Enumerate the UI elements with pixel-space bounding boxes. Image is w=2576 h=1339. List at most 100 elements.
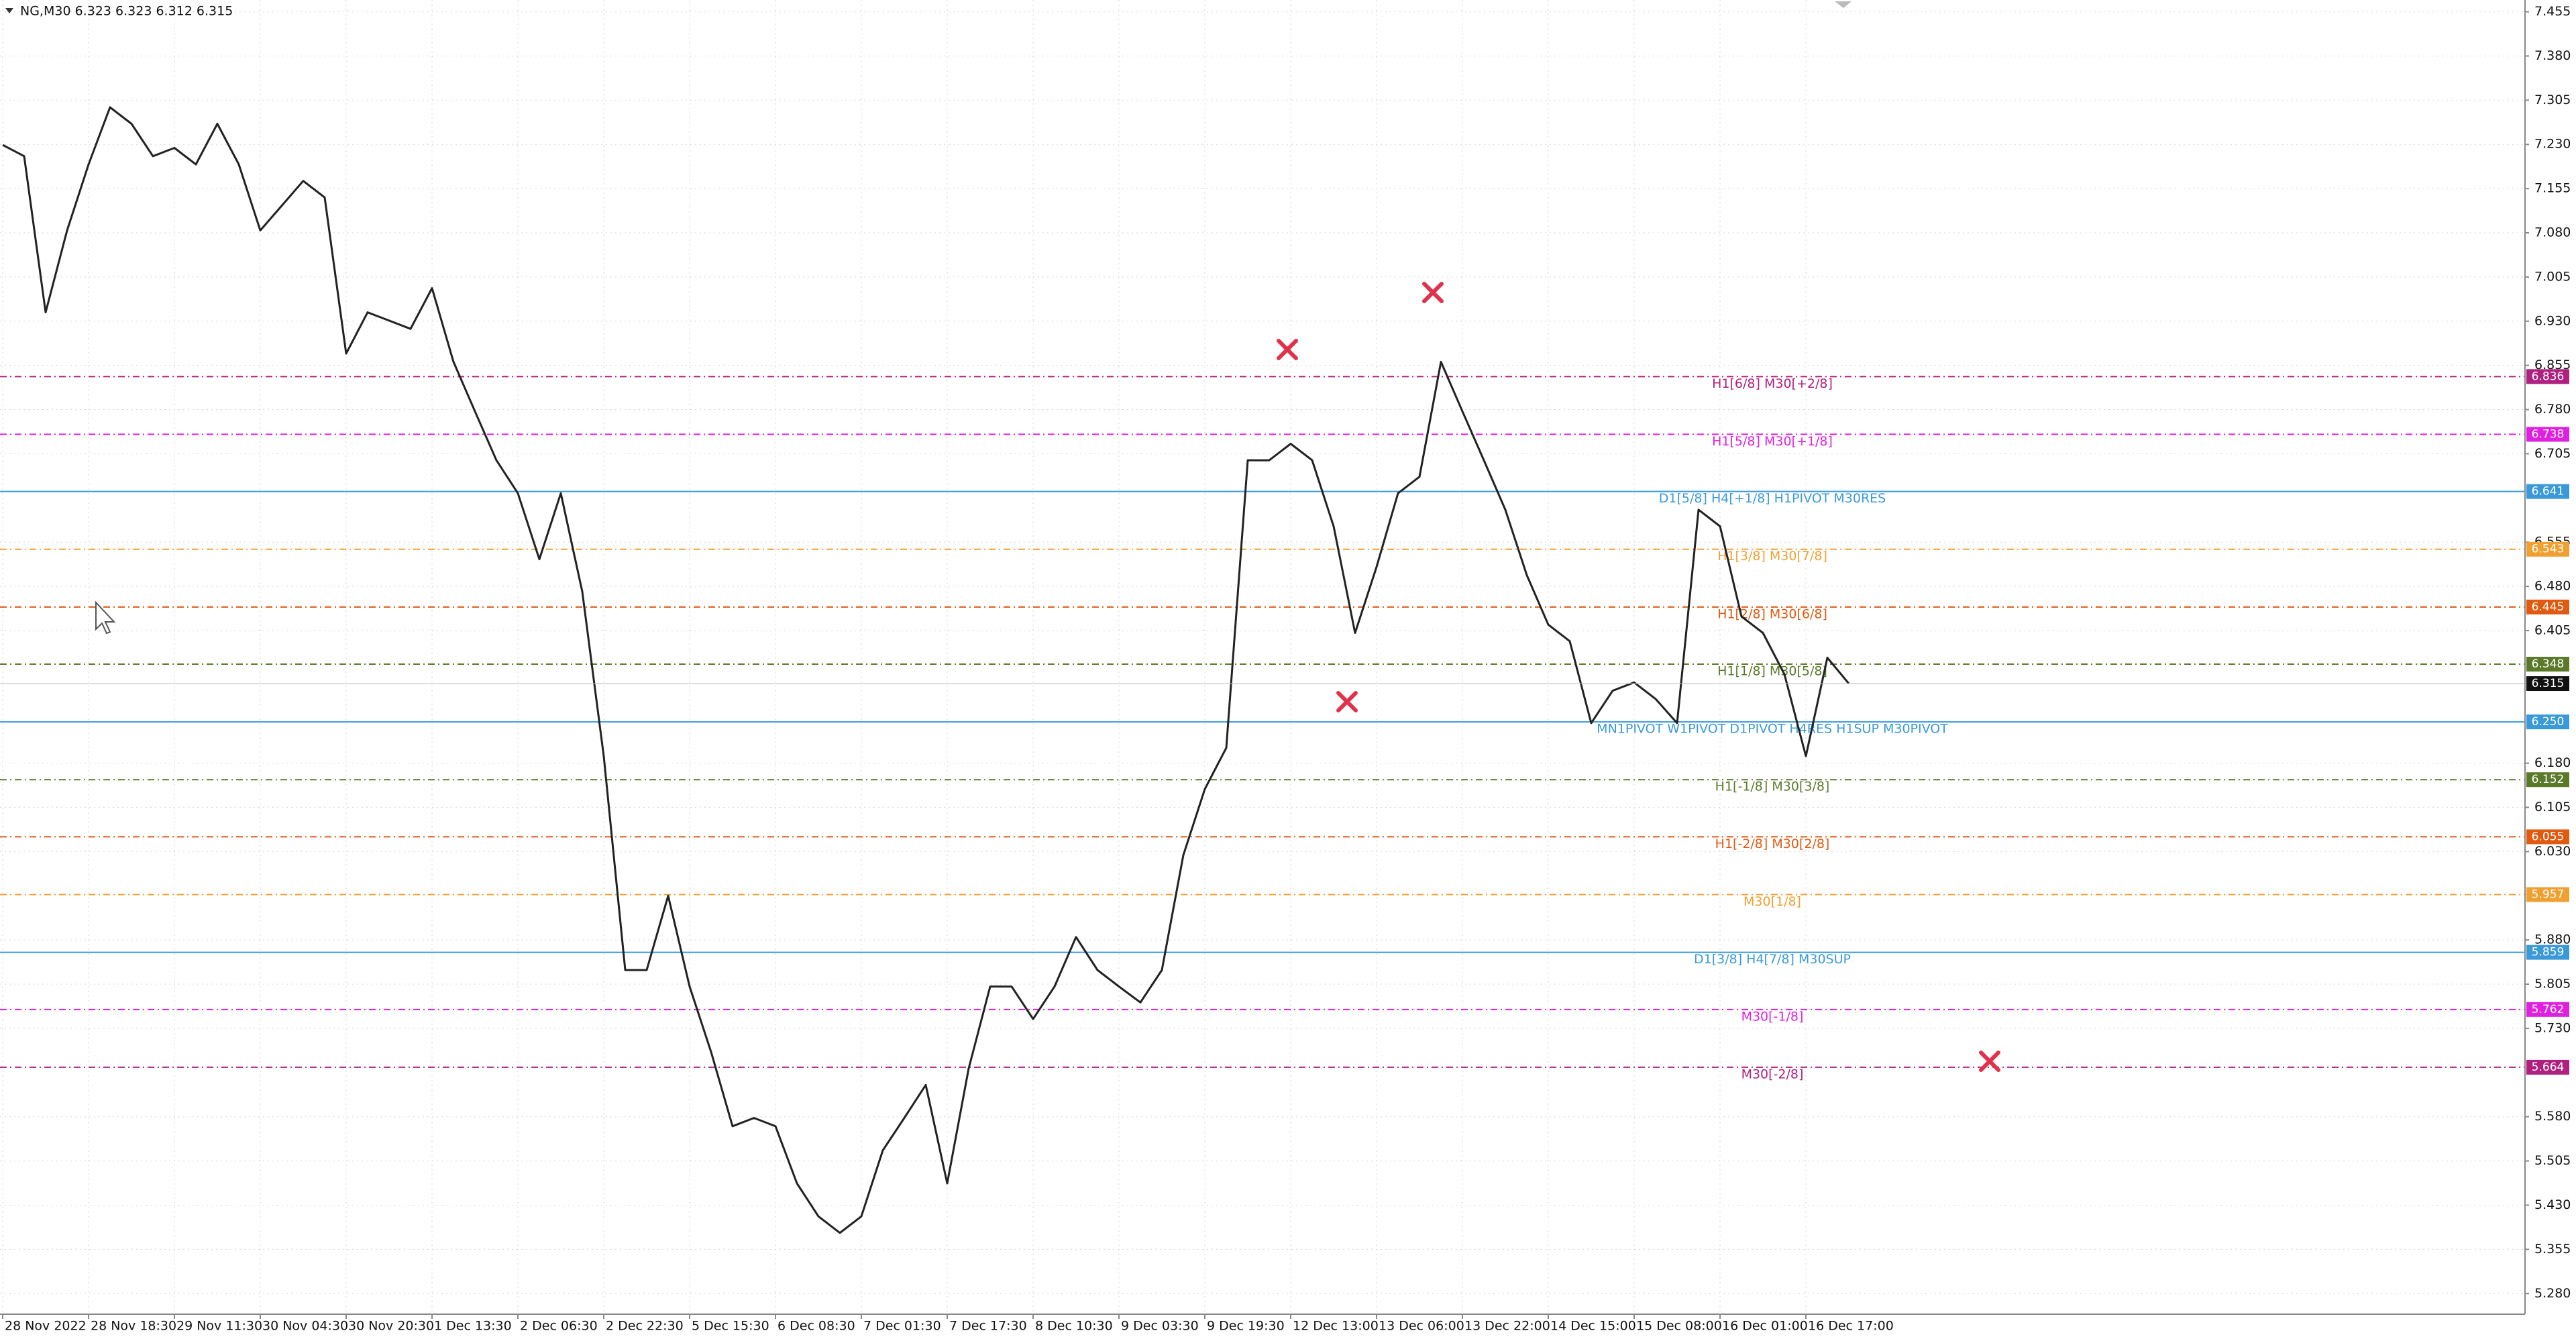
y-tick-label: 6.030 (2534, 844, 2571, 859)
y-tick-label: 5.805 (2534, 977, 2571, 992)
y-tick-label: 5.730 (2534, 1020, 2571, 1035)
level-label: M30[-1/8] (1741, 1009, 1804, 1024)
last-price-label: 6.315 (2532, 677, 2565, 690)
level-label: MN1PIVOT W1PIVOT D1PIVOT H4RES H1SUP M30… (1597, 722, 1948, 737)
price-tag (2526, 427, 2569, 442)
price-tag-label: 6.152 (2532, 773, 2565, 786)
level-label: D1[5/8] H4[+1/8] H1PIVOT M30RES (1659, 491, 1886, 506)
x-tick-label: 28 Nov 18:30 (91, 1319, 176, 1334)
y-tick-label: 6.930 (2534, 313, 2571, 328)
x-tick-label: 15 Dec 08:00 (1636, 1319, 1722, 1334)
level-label: M30[1/8] (1743, 894, 1801, 909)
price-tag-label: 5.859 (2532, 946, 2565, 959)
x-tick-label: 2 Dec 22:30 (606, 1319, 684, 1334)
y-tick-label: 6.705 (2534, 446, 2571, 461)
price-tag (2526, 484, 2569, 499)
x-tick-label: 16 Dec 01:00 (1722, 1319, 1808, 1334)
price-tag-label: 6.055 (2532, 830, 2565, 843)
price-tag (2526, 829, 2569, 845)
price-tag (2526, 887, 2569, 902)
plot (0, 106, 2525, 1234)
y-tick-label: 7.155 (2534, 181, 2571, 196)
price-tag-label: 5.957 (2532, 888, 2565, 902)
y-tick-label: 7.455 (2534, 4, 2571, 19)
x-tick-label: 7 Dec 01:30 (863, 1319, 941, 1334)
x-tick-label: 14 Dec 15:00 (1550, 1319, 1636, 1334)
price-tag-label: 6.738 (2532, 427, 2565, 441)
y-tick-label: 6.180 (2534, 755, 2571, 770)
price-tag-label: 6.445 (2532, 600, 2565, 614)
y-tick-label: 5.505 (2534, 1153, 2571, 1168)
level-label: H1[-2/8] M30[2/8] (1715, 837, 1830, 851)
x-tick-label: 13 Dec 22:00 (1464, 1319, 1550, 1334)
x-tick-label: 13 Dec 06:00 (1379, 1319, 1464, 1334)
y-tick-label: 5.880 (2534, 932, 2571, 947)
menu-triangle[interactable] (5, 8, 13, 13)
x-tick-label: 8 Dec 10:30 (1035, 1319, 1113, 1334)
x-tick-label: 9 Dec 03:30 (1121, 1319, 1199, 1334)
x-tick-label: 12 Dec 13:00 (1293, 1319, 1379, 1334)
chart-title: NG,M30 6.323 6.323 6.312 6.315 (20, 4, 233, 19)
x-tick-label: 7 Dec 17:30 (949, 1319, 1027, 1334)
level-label: H1[2/8] M30[6/8] (1717, 606, 1827, 621)
price-tag (2526, 657, 2569, 672)
price-tag-label: 5.762 (2532, 1003, 2565, 1016)
y-tick-label: 6.855 (2534, 358, 2571, 372)
price-tag-label: 6.543 (2532, 543, 2565, 556)
y-tick-label: 5.355 (2534, 1242, 2571, 1256)
x-tick-label: 30 Nov 04:30 (262, 1319, 348, 1334)
level-label: M30[-2/8] (1741, 1067, 1804, 1081)
cross-markers (1277, 282, 2000, 1072)
y-tick-label: 6.405 (2534, 623, 2571, 637)
price-tag (2526, 599, 2569, 614)
y-tick-label: 7.005 (2534, 269, 2571, 284)
levels: H1[6/8] M30[+2/8] H1[5/8] M30[+1/8] D1[5/8… (0, 376, 2525, 1081)
shift-marker (1835, 1, 1851, 8)
last-price-tag (2526, 676, 2569, 692)
cross-marker (1277, 339, 1298, 360)
price-tag-label: 5.664 (2532, 1061, 2565, 1074)
y-tick-label: 5.430 (2534, 1197, 2571, 1212)
price-tag (2526, 714, 2569, 730)
level-label: H1[1/8] M30[5/8] (1717, 664, 1827, 679)
price-line (2, 106, 1850, 1234)
level-label: H1[-1/8] M30[3/8] (1715, 780, 1830, 794)
price-tag (2526, 1059, 2569, 1075)
cross-marker (1336, 691, 1358, 712)
y-tick-label: 6.780 (2534, 402, 2571, 417)
cross-marker (1422, 282, 1444, 303)
price-tag (2526, 369, 2569, 384)
level-label: H1[3/8] M30[7/8] (1717, 549, 1827, 564)
y-tick-label: 7.080 (2534, 225, 2571, 239)
x-tick-label: 5 Dec 15:30 (692, 1319, 769, 1334)
y-tick-label: 5.580 (2534, 1109, 2571, 1124)
y-tick-label: 7.305 (2534, 93, 2571, 107)
price-tag (2526, 945, 2569, 960)
mouse-cursor (95, 600, 116, 635)
x-tick-label: 29 Nov 11:30 (176, 1319, 262, 1334)
x-tick-label: 16 Dec 17:00 (1808, 1319, 1894, 1334)
x-tick-label: 6 Dec 08:30 (777, 1319, 855, 1334)
price-tag-label: 6.250 (2532, 715, 2565, 729)
price-tag-label: 6.836 (2532, 370, 2565, 383)
y-tick-label: 5.280 (2534, 1286, 2571, 1301)
cross-marker (1979, 1051, 2000, 1072)
y-tick-label: 7.380 (2534, 48, 2571, 63)
grid (0, 0, 2525, 1314)
price-tag-label: 6.348 (2532, 657, 2565, 671)
y-tick-label: 6.105 (2534, 800, 2571, 814)
price-tag (2526, 772, 2569, 788)
x-tick-label: 30 Nov 20:30 (348, 1319, 434, 1334)
x-tick-label: 1 Dec 13:30 (434, 1319, 512, 1334)
level-label: H1[6/8] M30[+2/8] (1712, 376, 1833, 391)
level-label: D1[3/8] H4[7/8] M30SUP (1694, 952, 1851, 967)
price-tag (2526, 1002, 2569, 1017)
x-tick-label: 9 Dec 19:30 (1207, 1319, 1285, 1334)
x-tick-label: 28 Nov 2022 (5, 1319, 87, 1334)
level-label: H1[5/8] M30[+1/8] (1712, 434, 1833, 449)
price-tag-label: 6.641 (2532, 485, 2565, 498)
price-tag (2526, 541, 2569, 557)
